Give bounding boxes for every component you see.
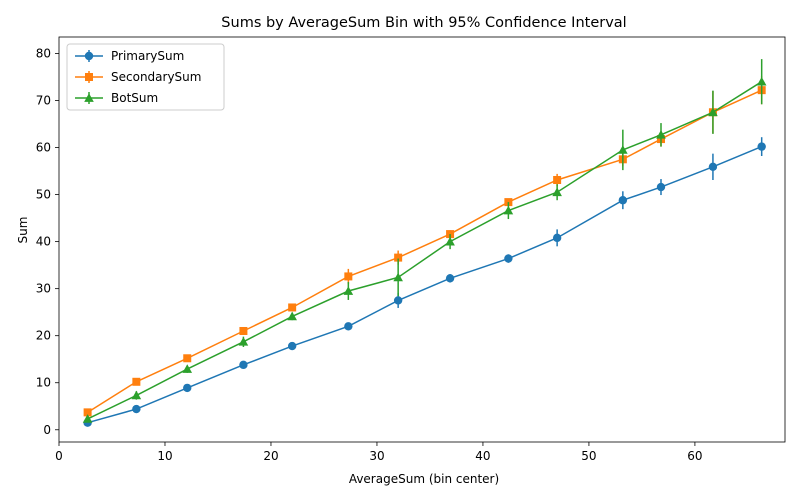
- chart-title: Sums by AverageSum Bin with 95% Confiden…: [221, 15, 626, 31]
- legend-marker: [85, 73, 93, 81]
- x-tick-label: 30: [369, 449, 384, 463]
- x-tick-label: 60: [687, 449, 702, 463]
- y-tick-label: 30: [36, 282, 51, 296]
- legend-entry-SecondarySum: SecondarySum: [75, 70, 201, 84]
- data-point: [757, 142, 766, 151]
- data-point: [553, 175, 562, 184]
- plot-area: 0 10 20 30 40 50 60 0 10 20 30 40 50 60 70 80: [36, 36, 786, 463]
- data-point: [393, 296, 403, 305]
- legend-marker: [84, 93, 94, 102]
- data-point: [132, 404, 141, 414]
- x-tick-label: 20: [263, 449, 278, 463]
- x-tick-label: 0: [55, 449, 63, 463]
- data-point: [618, 196, 628, 205]
- data-point: [503, 205, 514, 215]
- data-point: [756, 76, 767, 86]
- data-point: [239, 360, 248, 370]
- data-point: [504, 254, 513, 263]
- data-point: [183, 354, 192, 363]
- data-point: [394, 253, 403, 262]
- data-point: [131, 390, 142, 400]
- legend: PrimarySum SecondarySum BotSum: [66, 43, 225, 111]
- data-point: [182, 364, 193, 373]
- legend-label: BotSum: [111, 91, 158, 105]
- series-line: [87, 81, 763, 420]
- y-tick-label: 10: [36, 376, 51, 390]
- data-point: [83, 408, 92, 417]
- series-PrimarySum: [83, 137, 766, 427]
- x-tick-label: 50: [581, 449, 596, 463]
- series-line: [87, 89, 762, 414]
- data-point: [618, 145, 628, 154]
- data-point: [343, 286, 354, 295]
- y-tick-label: 70: [36, 94, 51, 108]
- plot-frame: [58, 36, 786, 443]
- legend-box: [66, 43, 225, 111]
- y-tick-label: 50: [36, 188, 51, 202]
- data-point: [287, 341, 297, 351]
- data-point: [82, 414, 93, 423]
- legend-label: PrimarySum: [111, 49, 184, 63]
- legend-entry-BotSum: BotSum: [75, 91, 158, 105]
- series-SecondarySum: [83, 76, 766, 417]
- data-point: [288, 303, 297, 312]
- data-point: [708, 107, 718, 117]
- legend-marker: [84, 51, 94, 61]
- data-point: [656, 130, 666, 139]
- y-tick-label: 40: [36, 235, 51, 249]
- data-point: [344, 272, 353, 281]
- data-point: [238, 337, 249, 346]
- data-point: [132, 377, 141, 386]
- data-point: [445, 236, 455, 246]
- legend-label: SecondarySum: [111, 70, 201, 84]
- data-point: [552, 233, 562, 243]
- data-point: [183, 383, 192, 393]
- x-tick-label: 40: [475, 449, 490, 463]
- data-point: [445, 274, 455, 283]
- data-point: [239, 326, 248, 335]
- data-point: [552, 187, 562, 197]
- series-line: [87, 145, 762, 424]
- y-axis-label: Sum: [16, 217, 30, 244]
- series-BotSum: [82, 59, 767, 423]
- data-point: [656, 182, 666, 192]
- x-axis-label: AverageSum (bin center): [349, 472, 499, 486]
- y-tick-label: 20: [36, 329, 51, 343]
- x-tick-label: 10: [157, 449, 172, 463]
- data-point: [393, 272, 403, 282]
- data-point: [287, 311, 297, 321]
- y-tick-label: 0: [43, 423, 51, 437]
- y-tick-label: 60: [36, 141, 51, 155]
- data-point: [344, 322, 353, 331]
- y-tick-label: 80: [36, 46, 51, 60]
- legend-entry-PrimarySum: PrimarySum: [75, 49, 184, 63]
- data-point: [708, 162, 718, 172]
